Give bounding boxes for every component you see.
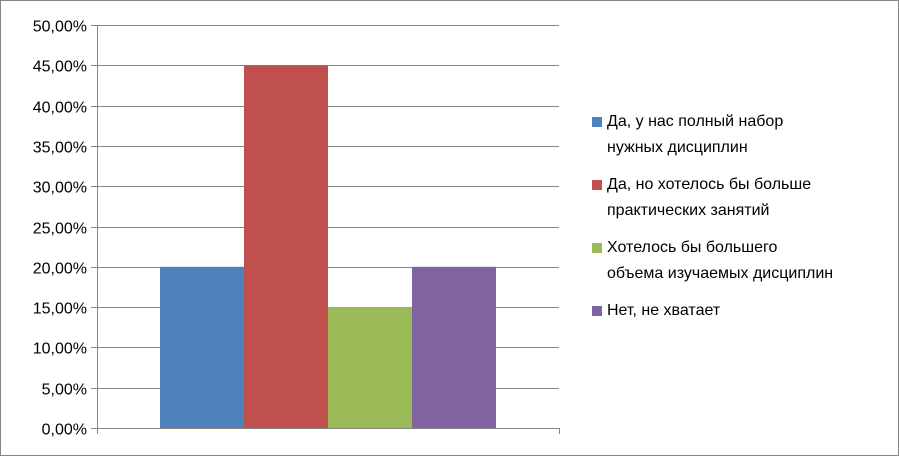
legend-item: Да, но хотелось бы больше практических з… [592, 172, 892, 224]
legend-swatch [592, 306, 602, 316]
legend-item: Нет, не хватает [592, 298, 892, 324]
y-tick-label: 45,00% [33, 59, 87, 76]
legend-label: Нет, не хватает [607, 302, 721, 319]
y-tick-label: 20,00% [33, 261, 87, 278]
legend-swatch [592, 180, 602, 190]
legend-item: Да, у нас полный набор нужных дисциплин [592, 109, 892, 161]
y-tick-label: 25,00% [33, 221, 87, 238]
legend-swatch [592, 243, 602, 253]
bar-series-4 [412, 266, 496, 428]
legend-item: Хотелось бы большего объема изучаемых ди… [592, 235, 892, 287]
legend-swatch [592, 117, 602, 127]
y-tick-label: 30,00% [33, 180, 87, 197]
legend-label: Да, у нас полный набор нужных дисциплин [607, 113, 784, 156]
legend: Да, у нас полный набор нужных дисциплин Д… [592, 109, 892, 335]
y-tick-label: 50,00% [33, 19, 87, 36]
y-tick-label: 35,00% [33, 140, 87, 157]
bar-series-1 [160, 266, 244, 428]
y-tick-label: 15,00% [33, 301, 87, 318]
legend-label: Да, но хотелось бы больше практических з… [607, 176, 812, 219]
axes [91, 25, 560, 434]
y-tick-label: 40,00% [33, 100, 87, 117]
y-tick-label: 0,00% [42, 422, 87, 439]
bar-series-3 [328, 307, 412, 428]
legend-label: Хотелось бы большего объема изучаемых ди… [607, 239, 834, 282]
bars [160, 65, 496, 429]
y-tick-label: 10,00% [33, 341, 87, 358]
y-tick-label: 5,00% [42, 382, 87, 399]
y-tick-labels: 0,00% 5,00% 10,00% 15,00% 20,00% 25,00% 30,00%… [33, 19, 87, 439]
bar-series-2 [244, 65, 328, 429]
